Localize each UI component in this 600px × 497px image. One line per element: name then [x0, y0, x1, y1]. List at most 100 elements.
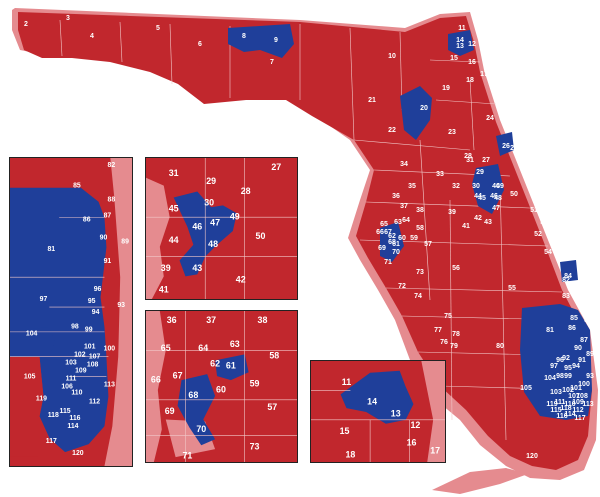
district-label: 111: [66, 375, 77, 382]
district-26: [496, 132, 514, 156]
inset-tb-labels: 36 37 38 65 64 63 58 67 62 61 66 68 60 59 57 69 70 73 71: [151, 315, 279, 460]
district-label: 88: [108, 197, 116, 204]
district-label: 59: [250, 378, 260, 388]
district-label: 28: [241, 186, 251, 196]
district-label: 116: [69, 415, 80, 422]
district-label: 46: [192, 221, 202, 231]
district-label: 110: [71, 389, 82, 396]
district-label: 44: [169, 235, 179, 245]
district-label: 118: [48, 412, 59, 419]
inset-jax-labels: 11 14 13 12 15 16 17 18: [340, 377, 441, 460]
district-label: 62: [210, 359, 220, 369]
inset-south-florida: 82 85 88 86 87 89 81 90 91 96 97 95 93 94 98 99 104 100 10…: [9, 157, 133, 467]
district-label: 100: [104, 346, 116, 353]
inset-tampa-bay: 36 37 38 65 64 63 58 67 62 61 66 68 60 59 57 69 70 73 71: [145, 310, 298, 463]
district-label: 41: [159, 284, 169, 294]
district-label: 96: [94, 286, 102, 293]
district-label: 12: [411, 420, 421, 430]
district-label: 14: [367, 397, 377, 407]
district-label: 119: [36, 395, 47, 402]
inset-tampa-labels: 31 27 29 28 30 45 49 46 47 44 48 50 43 39 42 41: [159, 162, 281, 294]
inset-tampa: 31 27 29 28 30 45 49 46 47 44 48 50 43 39 42 41: [145, 157, 298, 300]
district-label: 63: [230, 339, 240, 349]
district-label: 115: [60, 408, 71, 415]
district-orlando: [472, 164, 504, 214]
district-label: 93: [117, 302, 125, 309]
district-label: 103: [65, 359, 77, 366]
district-label: 69: [165, 406, 175, 416]
district-label: 17: [430, 446, 440, 456]
district-label: 95: [88, 298, 96, 305]
district-label: 58: [269, 351, 279, 361]
district-label: 57: [267, 402, 277, 412]
district-label: 99: [85, 327, 93, 334]
inset-jacksonville: 11 14 13 12 15 16 17 18: [310, 360, 446, 463]
district-label: 108: [87, 361, 99, 368]
district-8-9: [228, 24, 294, 58]
florida-body: [18, 12, 592, 470]
district-label: 85: [73, 183, 81, 190]
district-label: 120: [72, 450, 84, 457]
district-label: 105: [24, 373, 36, 380]
district-13-14: [448, 30, 474, 56]
district-label: 36: [167, 315, 177, 325]
district-label: 102: [74, 352, 86, 359]
district-label: 67: [173, 370, 183, 380]
district-20: [400, 86, 432, 140]
district-label: 64: [198, 343, 208, 353]
district-label: 113: [104, 381, 115, 388]
democrat-districts: [228, 24, 592, 420]
district-label: 89: [121, 238, 129, 245]
district-label: 16: [407, 438, 417, 448]
district-label: 27: [271, 162, 281, 172]
district-label: 37: [206, 315, 216, 325]
district-label: 117: [46, 438, 57, 445]
district-label: 47: [210, 217, 220, 227]
district-label: 13: [391, 408, 401, 418]
district-label: 48: [208, 239, 218, 249]
district-south-fl: [520, 304, 592, 420]
district-label: 60: [216, 384, 226, 394]
district-label: 107: [89, 354, 101, 361]
district-label: 112: [89, 398, 100, 405]
district-label: 87: [104, 212, 112, 219]
district-label: 106: [61, 383, 73, 390]
district-label: 91: [104, 258, 112, 265]
district-label: 61: [226, 361, 236, 371]
district-label: 109: [75, 367, 87, 374]
district-84: [560, 260, 578, 282]
district-label: 50: [256, 231, 266, 241]
district-label: 65: [161, 343, 171, 353]
district-label: 71: [183, 450, 193, 460]
district-label: 43: [192, 263, 202, 273]
district-label: 81: [47, 246, 55, 253]
district-label: 90: [100, 234, 108, 241]
district-label: 98: [71, 324, 79, 331]
district-label: 104: [26, 331, 38, 338]
district-label: 42: [236, 275, 246, 285]
district-label: 70: [196, 424, 206, 434]
district-label: 114: [67, 423, 78, 430]
district-label: 94: [92, 309, 100, 316]
district-tampa-small: [380, 222, 404, 262]
district-label: 31: [169, 168, 179, 178]
district-label: 73: [250, 442, 260, 452]
keys: [432, 468, 528, 494]
district-label: 11: [342, 377, 351, 387]
district-label: 97: [40, 296, 48, 303]
district-label: 18: [345, 449, 355, 459]
district-label: 86: [83, 216, 91, 223]
district-label: 15: [340, 426, 350, 436]
district-label: 68: [188, 390, 198, 400]
district-label: 30: [204, 198, 214, 208]
district-label: 66: [151, 374, 161, 384]
district-label: 49: [230, 212, 240, 222]
district-label: 29: [206, 176, 216, 186]
district-label: 39: [161, 263, 171, 273]
district-label: 38: [258, 315, 268, 325]
district-label: 101: [84, 344, 96, 351]
district-label: 82: [108, 162, 116, 169]
district-label: 45: [169, 204, 179, 214]
